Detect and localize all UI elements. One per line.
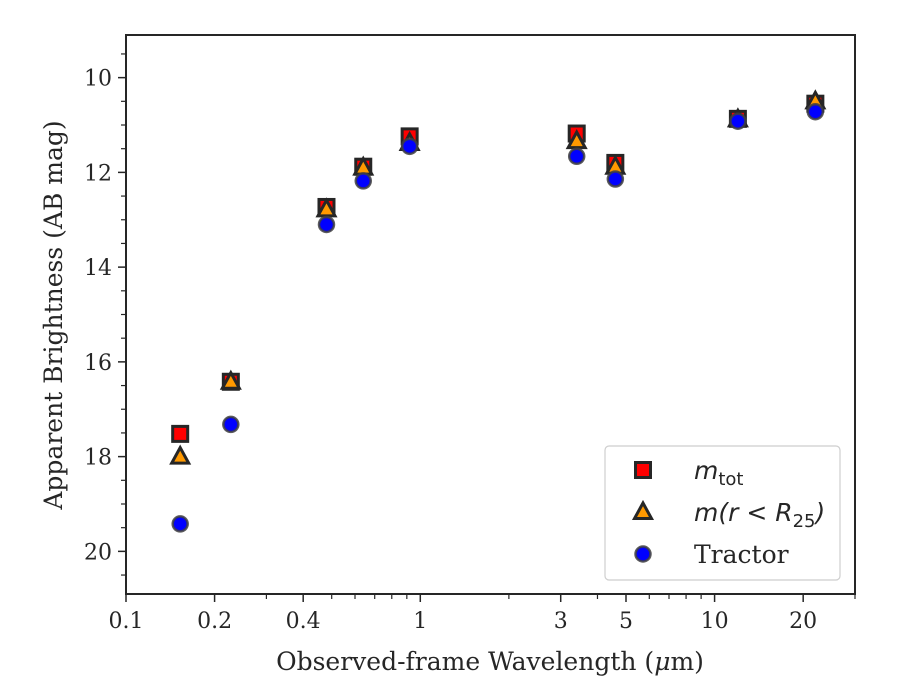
point-tractor xyxy=(171,515,189,533)
y-axis-title: Apparent Brightness (AB mag) xyxy=(39,120,68,510)
x-tick-label: 0.4 xyxy=(286,609,321,634)
x-axis-title: Observed-frame Wavelength (μm) xyxy=(276,647,704,676)
data-point xyxy=(222,415,240,434)
legend-marker-mr25 xyxy=(631,499,655,520)
data-point xyxy=(171,515,189,533)
y-axis: 10 12 14 16 18 20 xyxy=(84,53,126,576)
x-tick-label: 10 xyxy=(701,609,729,634)
point-mr25 xyxy=(169,444,192,465)
point-tractor xyxy=(222,415,240,434)
data-point xyxy=(171,424,190,443)
data-point xyxy=(729,112,747,130)
point-tractor xyxy=(400,137,419,156)
point-mr25 xyxy=(219,369,242,390)
data-point xyxy=(806,102,825,121)
y-tick-label: 16 xyxy=(84,351,112,376)
y-tick-label: 12 xyxy=(84,161,112,186)
data-points xyxy=(169,89,827,533)
plot-frame xyxy=(125,34,856,595)
x-tick-label: 0.2 xyxy=(197,609,232,634)
x-tick-label: 5 xyxy=(619,609,633,634)
legend-marker-tractor xyxy=(634,545,652,563)
x-tick-label: 1 xyxy=(413,609,427,634)
y-tick-label: 20 xyxy=(84,540,112,565)
x-tick-label: 0.1 xyxy=(109,609,144,634)
point-tractor xyxy=(567,147,586,166)
legend-handle-mr25 xyxy=(631,499,655,520)
data-point xyxy=(219,369,242,390)
data-point xyxy=(567,147,586,166)
y-tick-label: 10 xyxy=(84,67,112,92)
point-tractor xyxy=(606,170,625,188)
y-tick-label: 14 xyxy=(84,256,112,281)
x-axis: 0.1 0.2 0.4 1 3 5 10 20 xyxy=(109,594,856,634)
data-point xyxy=(400,137,419,156)
legend-label-tractor: Tractor xyxy=(694,540,789,569)
point-tractor xyxy=(354,172,373,190)
point-tractor xyxy=(729,112,747,130)
legend-label-mtot: mtot xyxy=(694,456,744,490)
x-tick-label: 3 xyxy=(554,609,568,634)
y-tick-label: 18 xyxy=(84,446,112,471)
point-tractor xyxy=(317,215,336,234)
legend-handle-mtot xyxy=(634,461,652,479)
data-point xyxy=(354,172,373,190)
legend-box xyxy=(604,445,841,581)
series-tractor xyxy=(171,102,825,533)
point-tractor xyxy=(806,102,825,121)
legend: mtot m(r < R25) Tractor xyxy=(604,445,841,581)
legend-marker-mtot xyxy=(634,461,652,479)
point-mtot xyxy=(171,424,190,443)
legend-handle-tractor xyxy=(634,545,652,563)
legend-label-m-r-r25: m(r < R25) xyxy=(694,498,825,532)
data-point xyxy=(169,444,192,465)
data-point xyxy=(317,215,336,234)
data-point xyxy=(606,170,625,188)
x-tick-label: 20 xyxy=(789,609,817,634)
